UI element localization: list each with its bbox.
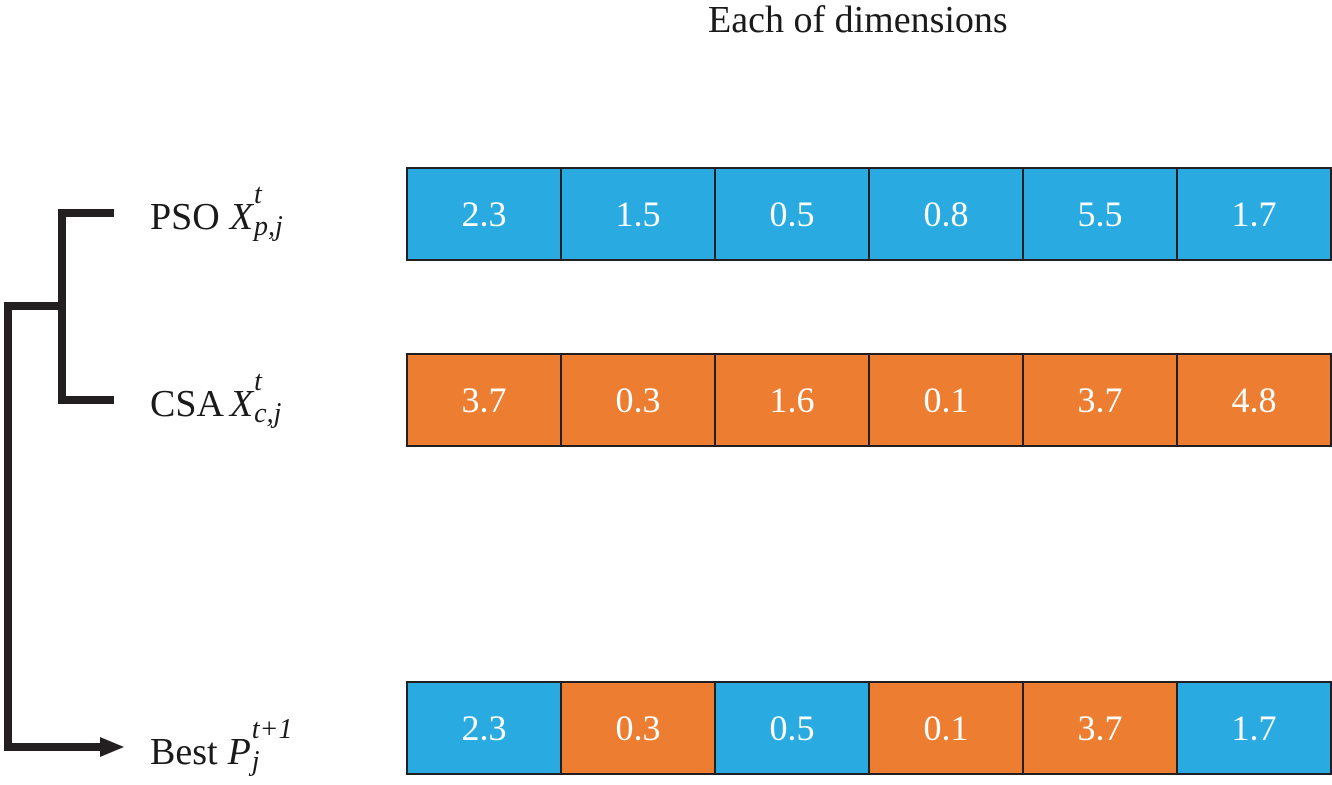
dimension-cell: 0.8 — [868, 167, 1024, 261]
best-symbol-letter: P — [227, 731, 251, 773]
csa-superscript: t — [254, 366, 262, 397]
dimension-cell: 3.7 — [1022, 681, 1178, 775]
dimension-cell: 2.3 — [406, 167, 562, 261]
dimension-cell: 2.3 — [406, 681, 562, 775]
dimension-cell: 5.5 — [1022, 167, 1178, 261]
pso-subscript: p,j — [253, 211, 283, 242]
dimension-cell: 1.7 — [1176, 681, 1332, 775]
dimension-cell: 0.1 — [868, 353, 1024, 447]
diagram-title: Each of dimensions — [708, 0, 1008, 41]
pso-superscript: t — [253, 179, 262, 210]
best-superscript: t+1 — [251, 714, 293, 745]
dimension-cell: 0.3 — [560, 353, 716, 447]
combination-bracket — [4, 209, 124, 757]
dimension-cell: 0.1 — [868, 681, 1024, 775]
result-arrow-shaft — [4, 302, 104, 751]
dimension-cell: 1.7 — [1176, 167, 1332, 261]
dimension-cell: 3.7 — [1022, 353, 1178, 447]
pso-vector: 2.3 1.5 0.5 0.8 5.5 1.7 — [406, 167, 1332, 261]
csa-name: CSA — [150, 383, 224, 425]
dimension-cell: 0.5 — [714, 167, 870, 261]
dimension-cell: 0.5 — [714, 681, 870, 775]
csa-subscript: c,j — [254, 398, 282, 429]
best-subscript: j — [251, 746, 260, 777]
csa-vector: 3.7 0.3 1.6 0.1 3.7 4.8 — [406, 353, 1332, 447]
pso-name: PSO — [150, 196, 220, 238]
pso-symbol-letter: X — [229, 196, 253, 238]
best-vector: 2.3 0.3 0.5 0.1 3.7 1.7 — [406, 681, 1332, 775]
dimension-cell: 3.7 — [406, 353, 562, 447]
arrow-head — [100, 737, 124, 757]
dimension-cell: 4.8 — [1176, 353, 1332, 447]
csa-symbol-letter: X — [229, 383, 254, 425]
dimension-cell: 1.6 — [714, 353, 870, 447]
pso-csa-bracket — [58, 209, 114, 404]
best-name: Best — [150, 731, 218, 773]
dimension-cell: 1.5 — [560, 167, 716, 261]
dimension-cell: 0.3 — [560, 681, 716, 775]
